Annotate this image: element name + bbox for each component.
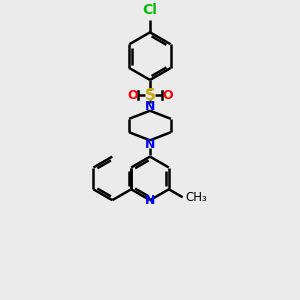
Text: Cl: Cl (142, 3, 158, 17)
Text: S: S (145, 88, 155, 103)
Text: O: O (162, 88, 173, 102)
Text: O: O (127, 88, 138, 102)
Text: N: N (145, 100, 155, 113)
Text: N: N (145, 194, 155, 207)
Text: CH₃: CH₃ (186, 191, 207, 204)
Text: N: N (145, 138, 155, 151)
